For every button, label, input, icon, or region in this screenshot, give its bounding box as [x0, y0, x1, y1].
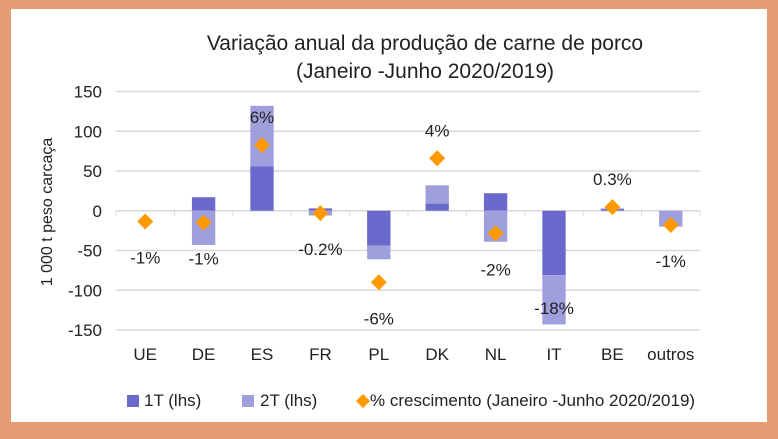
growth-label: -1%	[188, 250, 218, 269]
growth-point	[370, 274, 387, 291]
legend-swatch-2t	[242, 395, 254, 407]
y-tick-label: 0	[93, 202, 102, 221]
chart-subtitle: (Janeiro -Junho 2020/2019)	[296, 60, 554, 83]
y-tick-label: 100	[74, 122, 102, 141]
x-tick-label: DE	[192, 345, 216, 364]
growth-label: -18%	[534, 299, 574, 318]
legend-marker-growth	[356, 394, 370, 408]
legend-label-2t: 2T (lhs)	[260, 391, 317, 410]
growth-label: -0.2%	[298, 240, 342, 259]
growth-label: -1%	[656, 252, 686, 271]
legend-swatch-1t	[127, 395, 139, 407]
legend-label-growth: % crescimento (Janeiro -Junho 2020/2019)	[370, 391, 695, 410]
growth-point	[604, 199, 621, 216]
growth-label: -2%	[480, 260, 510, 279]
growth-point	[487, 225, 504, 242]
bar-1t	[425, 203, 449, 211]
bar-2t	[250, 105, 274, 167]
bar-1t	[367, 210, 391, 246]
legend-label-1t: 1T (lhs)	[144, 391, 201, 410]
growth-label: 6%	[250, 108, 275, 127]
x-tick-label: ES	[251, 345, 274, 364]
x-tick-label: NL	[485, 345, 507, 364]
bar-2t	[542, 275, 566, 325]
growth-point	[312, 205, 329, 222]
y-tick-label: -100	[68, 281, 102, 300]
x-tick-label: DK	[425, 345, 449, 364]
bar-2t	[367, 245, 391, 260]
y-tick-label: -50	[77, 242, 102, 261]
growth-point	[195, 214, 212, 231]
x-tick-label: UE	[133, 345, 157, 364]
chart-title: Variação anual da produção de carne de p…	[207, 32, 643, 55]
growth-label: 0.3%	[593, 170, 632, 189]
y-tick-label: 150	[74, 83, 102, 102]
growth-label: -1%	[130, 248, 160, 267]
growth-point	[429, 150, 446, 167]
y-tick-label: -150	[68, 321, 102, 340]
growth-label: -6%	[364, 309, 394, 328]
x-tick-label: PL	[368, 345, 389, 364]
x-tick-label: BE	[601, 345, 624, 364]
y-tick-label: 50	[83, 162, 102, 181]
growth-label: 4%	[425, 121, 450, 140]
growth-point	[254, 137, 270, 154]
y-axis-label: 1 000 t peso carcaça	[39, 138, 56, 287]
x-tick-label: IT	[546, 345, 561, 364]
bar-1t	[483, 193, 508, 211]
bar-1t	[191, 197, 216, 211]
bar-2t	[425, 185, 449, 204]
x-tick-label: outros	[647, 345, 694, 364]
bar-1t	[250, 166, 274, 211]
bar-1t	[542, 210, 566, 276]
x-tick-label: FR	[309, 345, 332, 364]
growth-point	[662, 217, 679, 234]
growth-point	[137, 213, 154, 230]
